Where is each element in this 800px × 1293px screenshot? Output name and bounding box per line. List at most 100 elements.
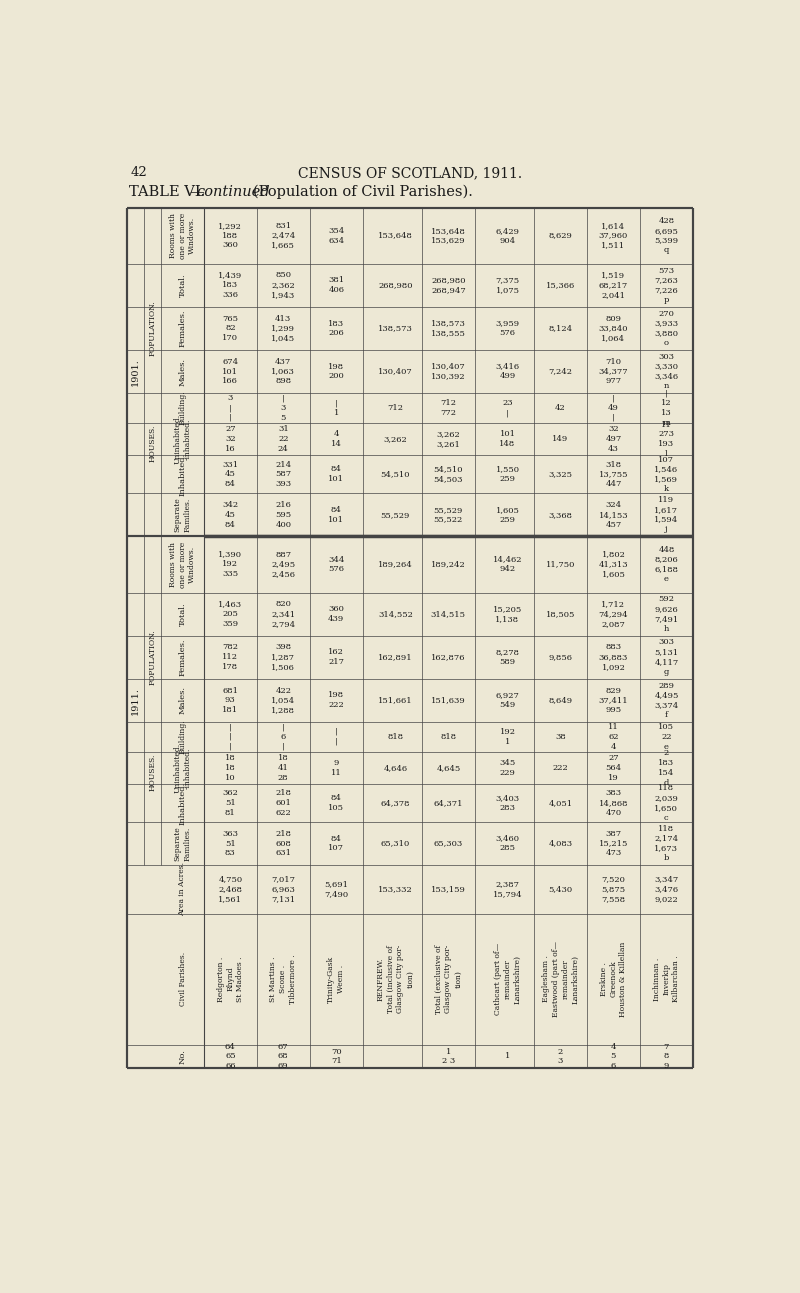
Text: 153,159: 153,159 <box>431 886 466 893</box>
Text: 8,278
589: 8,278 589 <box>495 648 519 666</box>
Text: 7,375
1,075: 7,375 1,075 <box>495 277 519 295</box>
Text: 3,403
283: 3,403 283 <box>495 794 519 812</box>
Text: 153,332: 153,332 <box>378 886 413 893</box>
Text: Cathcart (part of—
remainder
Lanarkshire): Cathcart (part of— remainder Lanarkshire… <box>494 943 522 1015</box>
Text: 222: 222 <box>553 764 568 772</box>
Text: Erskine .
Greenock
Houston & Killellan: Erskine . Greenock Houston & Killellan <box>600 941 627 1016</box>
Text: 4
14: 4 14 <box>331 431 342 449</box>
Text: 303
5,131
4,117
g: 303 5,131 4,117 g <box>654 639 678 676</box>
Text: 5,691
7,490: 5,691 7,490 <box>324 881 348 899</box>
Text: 4,646: 4,646 <box>383 764 407 772</box>
Text: 27
32
16: 27 32 16 <box>225 425 236 453</box>
Text: Separate
Families.: Separate Families. <box>174 826 191 861</box>
Text: 829
37,411
995: 829 37,411 995 <box>598 687 628 714</box>
Text: Inhabited.: Inhabited. <box>178 781 186 825</box>
Text: 344
576: 344 576 <box>328 556 345 573</box>
Text: 1911.: 1911. <box>131 687 140 715</box>
Text: 84
101: 84 101 <box>328 506 344 524</box>
Text: 151,661: 151,661 <box>378 697 413 705</box>
Text: No.: No. <box>178 1049 186 1064</box>
Text: 2
3: 2 3 <box>558 1047 563 1065</box>
Text: 6,429
904: 6,429 904 <box>495 226 519 244</box>
Text: 7,520
5,875
7,558: 7,520 5,875 7,558 <box>602 875 626 903</box>
Text: 23
|: 23 | <box>502 400 513 418</box>
Text: Males.: Males. <box>178 687 186 714</box>
Text: |
|
|: | | | <box>229 723 232 751</box>
Text: 151,639: 151,639 <box>431 697 466 705</box>
Text: 710
34,377
977: 710 34,377 977 <box>598 358 628 385</box>
Text: 42: 42 <box>555 405 566 412</box>
Text: 314,515: 314,515 <box>431 610 466 618</box>
Text: 27
564
19: 27 564 19 <box>606 754 622 782</box>
Text: 3,262
3,261: 3,262 3,261 <box>437 431 460 449</box>
Text: 55,529: 55,529 <box>381 511 410 518</box>
Text: RENFREW.
Total (inclusive of
Glasgow City por-
tion): RENFREW. Total (inclusive of Glasgow Cit… <box>377 945 414 1014</box>
Text: POPULATION.: POPULATION. <box>149 300 157 357</box>
Text: 8,649: 8,649 <box>549 697 573 705</box>
Text: CENSUS OF SCOTLAND, 1911.: CENSUS OF SCOTLAND, 1911. <box>298 166 522 180</box>
Text: 84
101: 84 101 <box>328 465 344 484</box>
Text: 119
1,617
1,594
j: 119 1,617 1,594 j <box>654 497 678 534</box>
Text: 8,629: 8,629 <box>549 231 573 239</box>
Text: 198
200: 198 200 <box>328 362 344 380</box>
Text: 573
7,263
7,226
p: 573 7,263 7,226 p <box>654 266 678 304</box>
Text: 84
107: 84 107 <box>328 835 344 852</box>
Text: Total.: Total. <box>178 603 186 626</box>
Text: 3,416
499: 3,416 499 <box>495 362 519 380</box>
Text: 7,242: 7,242 <box>549 367 573 375</box>
Text: 270
3,933
3,880
o: 270 3,933 3,880 o <box>654 310 678 347</box>
Text: 342
45
84: 342 45 84 <box>222 500 238 529</box>
Text: 32
497
43: 32 497 43 <box>606 425 622 453</box>
Text: 11
273
193
l: 11 273 193 l <box>658 420 674 458</box>
Text: 153,648: 153,648 <box>378 231 413 239</box>
Text: 398
1,287
1,506: 398 1,287 1,506 <box>271 644 295 671</box>
Text: 2
183
154
d: 2 183 154 d <box>658 750 674 786</box>
Text: 183
206: 183 206 <box>328 319 344 337</box>
Text: 18
41
28: 18 41 28 <box>278 754 289 782</box>
Text: 107
1,546
1,569
k: 107 1,546 1,569 k <box>654 455 678 493</box>
Text: Building.: Building. <box>178 390 186 425</box>
Text: 70
71: 70 71 <box>331 1047 342 1065</box>
Text: 6,927
549: 6,927 549 <box>495 692 519 710</box>
Text: 413
1,299
1,045: 413 1,299 1,045 <box>271 314 295 343</box>
Text: 218
601
622: 218 601 622 <box>275 789 291 817</box>
Text: —: — <box>189 185 204 199</box>
Text: 2,387
15,794: 2,387 15,794 <box>493 881 522 899</box>
Text: 818: 818 <box>440 733 457 741</box>
Text: 11,750: 11,750 <box>546 560 575 569</box>
Text: 1,292
188
360: 1,292 188 360 <box>218 222 242 250</box>
Text: 15,205
1,138: 15,205 1,138 <box>493 605 522 623</box>
Text: Redgorton .
Rhynd
St Madoes .: Redgorton . Rhynd St Madoes . <box>217 957 244 1002</box>
Text: Separate
Families.: Separate Families. <box>174 498 191 533</box>
Text: 363
51
83: 363 51 83 <box>222 830 238 857</box>
Text: 189,264: 189,264 <box>378 560 413 569</box>
Text: 850
2,362
1,943: 850 2,362 1,943 <box>271 272 295 299</box>
Text: Eaglesham .
Eastwood (part of—
remainder
Lanarkshire): Eaglesham . Eastwood (part of— remainder… <box>542 941 579 1018</box>
Text: 592
9,626
7,491
h: 592 9,626 7,491 h <box>654 595 678 632</box>
Text: 105
22
e: 105 22 e <box>658 723 674 751</box>
Text: 3,368: 3,368 <box>549 511 573 518</box>
Text: 101
148: 101 148 <box>499 431 516 449</box>
Text: 712
772: 712 772 <box>440 400 456 418</box>
Text: 31
22
24: 31 22 24 <box>278 425 289 453</box>
Text: TABLE VI.: TABLE VI. <box>129 185 205 199</box>
Text: 1,390
192
335: 1,390 192 335 <box>218 551 242 578</box>
Text: 383
14,868
470: 383 14,868 470 <box>598 789 628 817</box>
Text: 5,430: 5,430 <box>549 886 573 893</box>
Text: 3,347
3,476
9,022: 3,347 3,476 9,022 <box>654 875 678 903</box>
Text: POPULATION.: POPULATION. <box>149 630 157 685</box>
Text: 216
595
400: 216 595 400 <box>275 500 291 529</box>
Text: |
6
|: | 6 | <box>281 723 286 751</box>
Text: 149: 149 <box>552 436 569 443</box>
Text: |
|: | | <box>335 728 338 746</box>
Text: Uninhabited.
-inhabited.: Uninhabited. -inhabited. <box>174 743 191 793</box>
Text: 130,407
130,392: 130,407 130,392 <box>431 362 466 380</box>
Text: 314,552: 314,552 <box>378 610 413 618</box>
Text: 118
2,174
1,673
b: 118 2,174 1,673 b <box>654 825 678 862</box>
Text: 1,463
205
359: 1,463 205 359 <box>218 600 242 628</box>
Text: 887
2,495
2,456: 887 2,495 2,456 <box>271 551 295 578</box>
Text: 1,439
183
336: 1,439 183 336 <box>218 272 242 299</box>
Text: Trinity-Gask
Weem .: Trinity-Gask Weem . <box>327 956 345 1002</box>
Text: Rooms with
one or more
Windows.: Rooms with one or more Windows. <box>169 212 196 259</box>
Text: 289
4,495
3,374
f: 289 4,495 3,374 f <box>654 681 678 719</box>
